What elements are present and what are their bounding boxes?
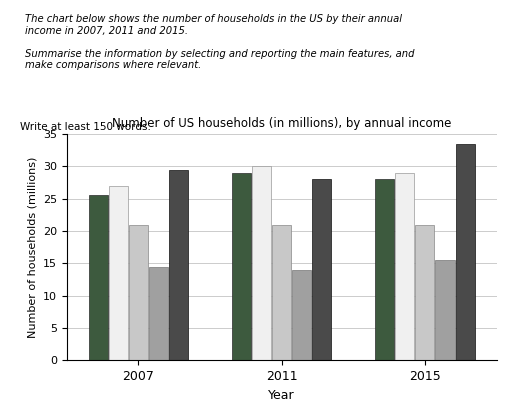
Text: Write at least 150 words.: Write at least 150 words. [20,122,152,132]
Title: Number of US households (in millions), by annual income: Number of US households (in millions), b… [112,117,451,130]
Bar [395,173,414,360]
Bar [292,270,311,360]
Bar [232,173,251,360]
Bar [375,179,394,360]
Bar [129,225,148,360]
Bar [415,225,435,360]
Bar [89,196,108,360]
Bar [109,186,127,360]
Bar [312,179,331,360]
Bar [169,170,188,360]
X-axis label: Year: Year [268,388,295,402]
Bar [456,144,475,360]
Bar [436,260,455,360]
Bar [149,266,168,360]
Bar [272,225,291,360]
Bar [252,166,271,360]
Text: The chart below shows the number of households in the US by their annual
income : The chart below shows the number of hous… [25,14,415,70]
Y-axis label: Number of households (millions): Number of households (millions) [27,157,37,338]
